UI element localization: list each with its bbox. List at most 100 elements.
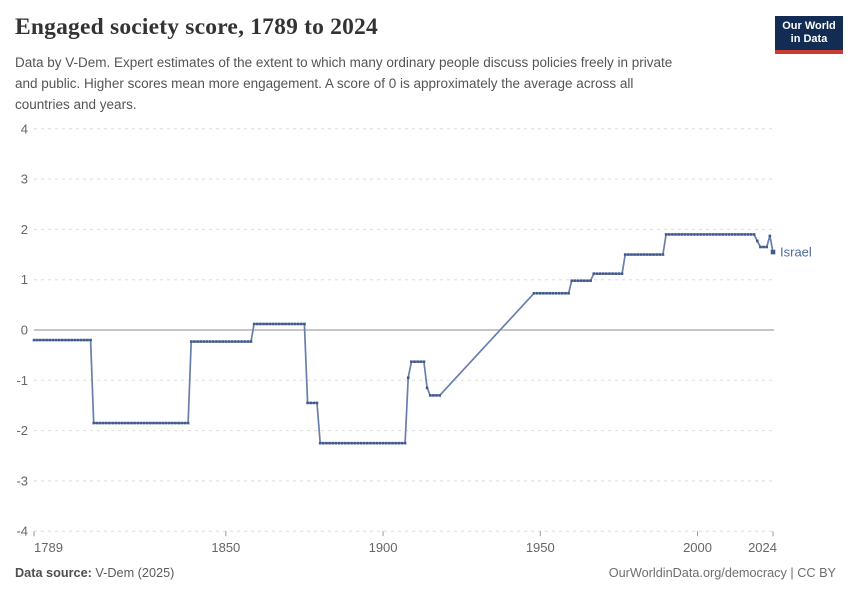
data-point-marker	[347, 441, 350, 445]
owid-logo[interactable]: Our World in Data	[775, 16, 843, 54]
data-point-marker	[38, 338, 42, 342]
data-point-marker	[759, 245, 762, 249]
data-point-marker	[655, 253, 658, 256]
data-point-marker	[133, 421, 136, 425]
data-point-marker	[290, 322, 294, 326]
data-point-marker	[243, 340, 246, 343]
data-point-marker	[649, 253, 652, 256]
data-point-marker	[623, 253, 627, 256]
x-tick-label: 1900	[369, 540, 398, 555]
y-tick-label: -3	[16, 473, 28, 488]
data-point-marker	[636, 253, 640, 256]
data-point-marker	[246, 340, 250, 343]
data-point-marker	[627, 253, 630, 256]
data-point-marker	[117, 421, 121, 425]
data-point-marker	[359, 441, 363, 445]
data-point-marker	[145, 421, 149, 425]
data-point-marker	[61, 338, 64, 342]
data-point-marker	[617, 272, 621, 275]
footer-link[interactable]: OurWorldinData.org/democracy | CC BY	[608, 566, 836, 580]
data-point-marker	[171, 421, 174, 425]
data-point-marker	[378, 441, 382, 445]
data-point-marker	[633, 253, 636, 256]
data-point-marker	[708, 233, 712, 236]
data-point-marker	[576, 279, 580, 283]
x-tick-label: 2024	[748, 540, 777, 555]
series-line-israel[interactable]	[34, 233, 774, 445]
data-point-marker	[149, 421, 152, 425]
data-point-marker	[680, 233, 684, 236]
data-point-marker	[733, 233, 737, 236]
data-point-marker	[542, 291, 545, 295]
data-point-marker	[155, 421, 158, 425]
data-point-marker	[419, 360, 423, 363]
data-point-marker	[120, 421, 124, 425]
chart-subtitle: Data by V-Dem. Expert estimates of the e…	[15, 52, 672, 115]
data-point-marker	[545, 291, 548, 295]
y-tick-label: -2	[16, 423, 28, 438]
data-point-marker	[557, 291, 561, 295]
data-point-marker	[614, 272, 618, 275]
data-point-marker	[410, 360, 413, 363]
data-point-marker	[664, 233, 668, 236]
data-point-marker	[730, 233, 734, 236]
data-point-marker	[202, 340, 206, 343]
x-tick-label: 1950	[526, 540, 555, 555]
data-point-marker	[42, 338, 45, 342]
data-point-marker	[183, 421, 187, 425]
data-point-marker	[92, 421, 96, 425]
data-point-marker	[277, 322, 281, 326]
data-point-marker	[413, 360, 416, 363]
data-point-marker	[64, 338, 67, 342]
data-point-marker	[315, 401, 319, 405]
data-point-marker	[73, 338, 77, 342]
data-point-marker	[425, 386, 429, 390]
data-point-marker	[598, 272, 602, 275]
data-point-marker	[645, 253, 649, 256]
data-point-marker	[76, 338, 80, 342]
data-point-marker	[705, 233, 709, 236]
data-point-marker	[142, 421, 146, 425]
data-point-marker	[86, 338, 89, 342]
data-point-marker	[215, 340, 218, 343]
y-tick-label: 4	[21, 121, 28, 136]
data-point-marker	[391, 441, 394, 445]
data-point-marker	[570, 279, 574, 283]
data-point-marker	[403, 441, 407, 445]
data-point-marker	[193, 340, 196, 343]
data-point-marker	[551, 291, 555, 295]
data-point-marker	[620, 272, 624, 275]
data-point-marker	[67, 338, 70, 342]
data-point-marker	[583, 279, 586, 283]
subtitle-line: Data by V-Dem. Expert estimates of the e…	[15, 55, 673, 70]
data-point-marker	[586, 279, 589, 283]
x-tick-label: 1789	[34, 540, 63, 555]
data-point-latest[interactable]	[770, 249, 776, 255]
data-point-marker	[749, 233, 753, 236]
data-point-marker	[611, 272, 614, 275]
y-tick-label: 2	[21, 222, 28, 237]
owid-logo-line1: Our World	[782, 20, 836, 32]
data-point-marker	[337, 441, 341, 445]
chart-title: Engaged society score, 1789 to 2024	[15, 14, 378, 40]
data-point-marker	[671, 233, 674, 236]
data-point-marker	[123, 421, 127, 425]
data-source-label: Data source:	[15, 566, 92, 580]
data-point-marker	[699, 233, 702, 236]
data-point-marker	[208, 340, 212, 343]
data-point-marker	[605, 272, 608, 275]
data-point-marker	[325, 441, 328, 445]
data-point-marker	[356, 441, 360, 445]
data-point-marker	[95, 421, 99, 425]
data-point-marker	[205, 340, 209, 343]
entity-label[interactable]: Israel	[780, 245, 812, 260]
data-point-marker	[362, 441, 366, 445]
data-point-marker	[740, 233, 743, 236]
data-point-marker	[177, 421, 180, 425]
owid-logo-line2: in Data	[790, 33, 828, 45]
data-point-marker	[435, 394, 438, 397]
data-point-marker	[639, 253, 643, 256]
data-point-marker	[561, 291, 564, 295]
